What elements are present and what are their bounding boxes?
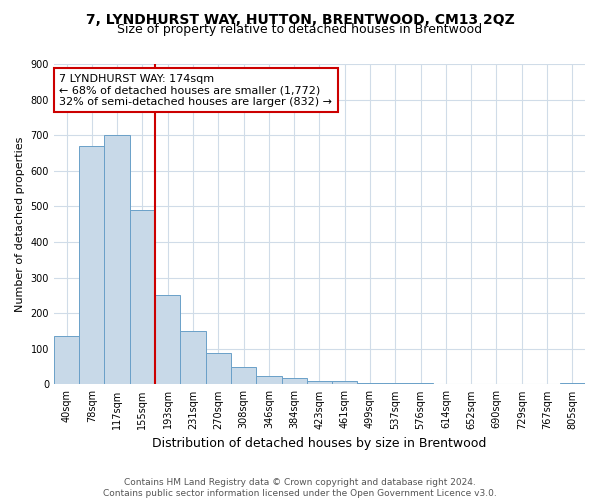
Bar bbox=[54, 336, 79, 384]
Bar bbox=[332, 381, 358, 384]
Text: Contains HM Land Registry data © Crown copyright and database right 2024.
Contai: Contains HM Land Registry data © Crown c… bbox=[103, 478, 497, 498]
Text: 7 LYNDHURST WAY: 174sqm
← 68% of detached houses are smaller (1,772)
32% of semi: 7 LYNDHURST WAY: 174sqm ← 68% of detache… bbox=[59, 74, 332, 107]
Bar bbox=[383, 382, 408, 384]
Bar bbox=[358, 382, 383, 384]
Bar bbox=[307, 381, 332, 384]
Bar bbox=[231, 366, 256, 384]
Y-axis label: Number of detached properties: Number of detached properties bbox=[15, 136, 25, 312]
Bar bbox=[104, 135, 130, 384]
X-axis label: Distribution of detached houses by size in Brentwood: Distribution of detached houses by size … bbox=[152, 437, 487, 450]
Bar bbox=[79, 146, 104, 384]
Bar bbox=[130, 210, 155, 384]
Bar bbox=[408, 382, 433, 384]
Bar bbox=[181, 331, 206, 384]
Bar bbox=[206, 353, 231, 384]
Text: Size of property relative to detached houses in Brentwood: Size of property relative to detached ho… bbox=[118, 22, 482, 36]
Bar bbox=[155, 294, 181, 384]
Bar bbox=[256, 376, 281, 384]
Bar bbox=[281, 378, 307, 384]
Text: 7, LYNDHURST WAY, HUTTON, BRENTWOOD, CM13 2QZ: 7, LYNDHURST WAY, HUTTON, BRENTWOOD, CM1… bbox=[86, 12, 514, 26]
